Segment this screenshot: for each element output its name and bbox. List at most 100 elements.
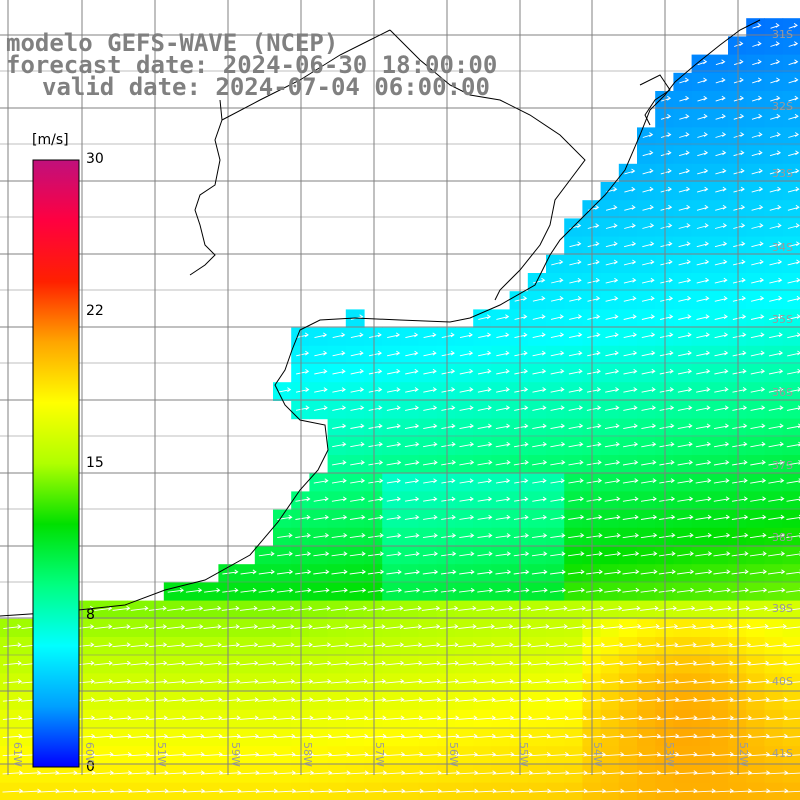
wind-arrow bbox=[512, 715, 533, 721]
wind-arrow bbox=[313, 514, 330, 520]
wind-arrow bbox=[184, 679, 205, 684]
wind-arrow bbox=[421, 660, 441, 666]
wind-arrow bbox=[405, 387, 419, 393]
wind-arrow bbox=[293, 788, 315, 794]
wind-arrow bbox=[678, 223, 691, 229]
wind-arrow bbox=[733, 150, 745, 157]
wind-arrow bbox=[402, 788, 424, 794]
wind-arrow bbox=[441, 551, 457, 557]
wind-arrow bbox=[733, 241, 746, 248]
wind-arrow bbox=[624, 168, 636, 175]
wind-arrow bbox=[788, 132, 800, 138]
wind-arrow bbox=[659, 423, 675, 430]
wind-arrow bbox=[512, 642, 532, 648]
wind-arrow bbox=[531, 587, 548, 593]
wind-arrow bbox=[494, 660, 514, 666]
wind-arrow bbox=[641, 405, 657, 411]
wind-arrow bbox=[641, 368, 656, 375]
wind-arrow bbox=[148, 733, 169, 739]
wind-arrow bbox=[603, 605, 623, 611]
wind-arrow bbox=[548, 678, 569, 684]
wind-arrow bbox=[530, 770, 552, 776]
wind-arrow bbox=[568, 514, 585, 520]
wind-arrow bbox=[348, 770, 369, 776]
wind-arrow bbox=[750, 441, 766, 448]
wind-arrow bbox=[731, 587, 750, 593]
wind-arrow bbox=[568, 441, 584, 448]
wind-arrow bbox=[313, 551, 330, 557]
wind-arrow bbox=[476, 660, 496, 666]
wind-arrow bbox=[584, 678, 606, 684]
coast-outline bbox=[0, 19, 761, 617]
wind-arrow bbox=[568, 405, 584, 411]
wind-arrow bbox=[312, 642, 332, 648]
wind-arrow bbox=[478, 332, 492, 339]
wind-arrow bbox=[770, 59, 781, 66]
wind-arrow bbox=[277, 551, 293, 557]
wind-arrow bbox=[787, 368, 800, 375]
wind-arrow bbox=[585, 624, 605, 630]
wind-arrow bbox=[294, 642, 313, 648]
wind-arrow bbox=[532, 533, 548, 539]
wind-arrow bbox=[751, 259, 764, 266]
wind-arrow bbox=[475, 752, 497, 757]
wind-arrow bbox=[112, 624, 131, 630]
wind-arrow bbox=[514, 405, 529, 411]
wind-arrow bbox=[586, 496, 603, 502]
wind-arrow bbox=[404, 460, 420, 466]
wind-arrow bbox=[640, 551, 658, 557]
wind-arrow bbox=[513, 514, 529, 520]
wind-arrow bbox=[2, 752, 23, 757]
wind-arrow bbox=[622, 569, 640, 575]
wind-arrow bbox=[130, 715, 150, 721]
wind-arrow bbox=[548, 715, 569, 721]
wind-arrow bbox=[566, 752, 588, 757]
wind-arrow bbox=[696, 368, 711, 375]
wind-arrow bbox=[751, 113, 763, 120]
wind-arrow bbox=[332, 387, 346, 393]
wind-arrow bbox=[731, 569, 749, 575]
wind-arrow bbox=[678, 186, 691, 193]
wind-arrow bbox=[566, 678, 587, 684]
coastline bbox=[0, 19, 761, 617]
wind-arrow bbox=[550, 368, 565, 375]
wind-arrow bbox=[770, 41, 780, 47]
wind-arrow bbox=[768, 405, 784, 411]
wind-arrow bbox=[788, 150, 800, 157]
wind-arrow bbox=[714, 314, 728, 320]
wind-arrow bbox=[751, 150, 763, 157]
wind-arrow bbox=[312, 697, 332, 702]
wind-arrow bbox=[532, 314, 546, 320]
wind-arrow bbox=[384, 752, 406, 757]
wind-arrow bbox=[476, 678, 496, 684]
wind-arrow bbox=[567, 551, 585, 557]
wind-arrow bbox=[202, 733, 223, 739]
wind-arrow bbox=[769, 295, 783, 302]
wind-arrow bbox=[585, 605, 605, 611]
wind-arrow bbox=[184, 697, 205, 702]
wind-arrow bbox=[586, 423, 602, 430]
wind-arrow bbox=[421, 678, 441, 684]
wind-arrow bbox=[257, 788, 278, 794]
wind-arrow bbox=[714, 296, 728, 302]
wind-arrow bbox=[550, 478, 565, 484]
wind-arrow bbox=[604, 478, 621, 484]
wind-arrow bbox=[496, 332, 510, 339]
wind-arrow bbox=[404, 423, 420, 430]
wind-arrow bbox=[715, 95, 726, 102]
wind-arrow bbox=[496, 368, 510, 375]
wind-arrow bbox=[769, 168, 782, 175]
wind-arrow bbox=[714, 387, 729, 393]
wind-arrow bbox=[750, 460, 766, 466]
wind-arrow bbox=[385, 605, 404, 611]
wind-arrow bbox=[239, 715, 259, 721]
wind-arrow bbox=[386, 423, 401, 429]
wind-arrow bbox=[751, 204, 764, 211]
wind-arrow bbox=[494, 678, 514, 684]
wind-arrow bbox=[714, 277, 728, 284]
lon-label: 52W bbox=[737, 742, 750, 767]
wind-arrow bbox=[712, 605, 732, 611]
wind-arrow bbox=[550, 405, 565, 411]
wind-arrow bbox=[530, 642, 550, 648]
wind-arrow bbox=[567, 587, 585, 593]
